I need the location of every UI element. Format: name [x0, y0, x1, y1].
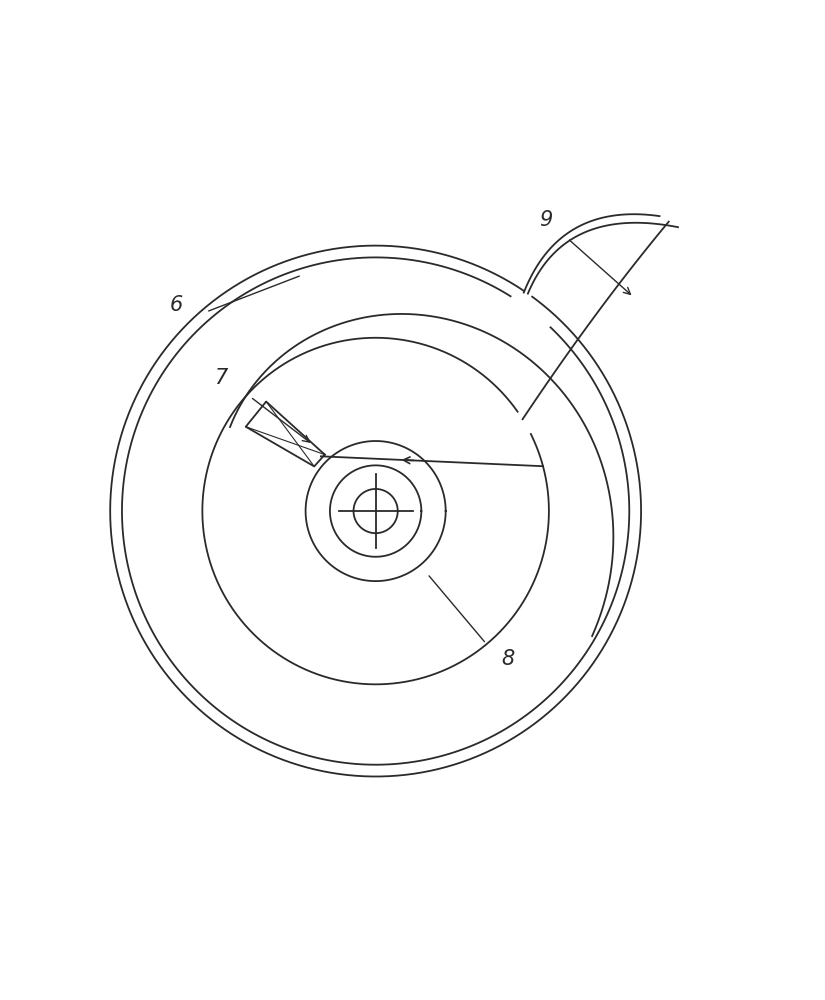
Text: 9: 9 — [539, 210, 552, 230]
Text: 8: 8 — [502, 649, 515, 669]
Text: 6: 6 — [170, 295, 183, 315]
Text: 7: 7 — [214, 368, 228, 388]
